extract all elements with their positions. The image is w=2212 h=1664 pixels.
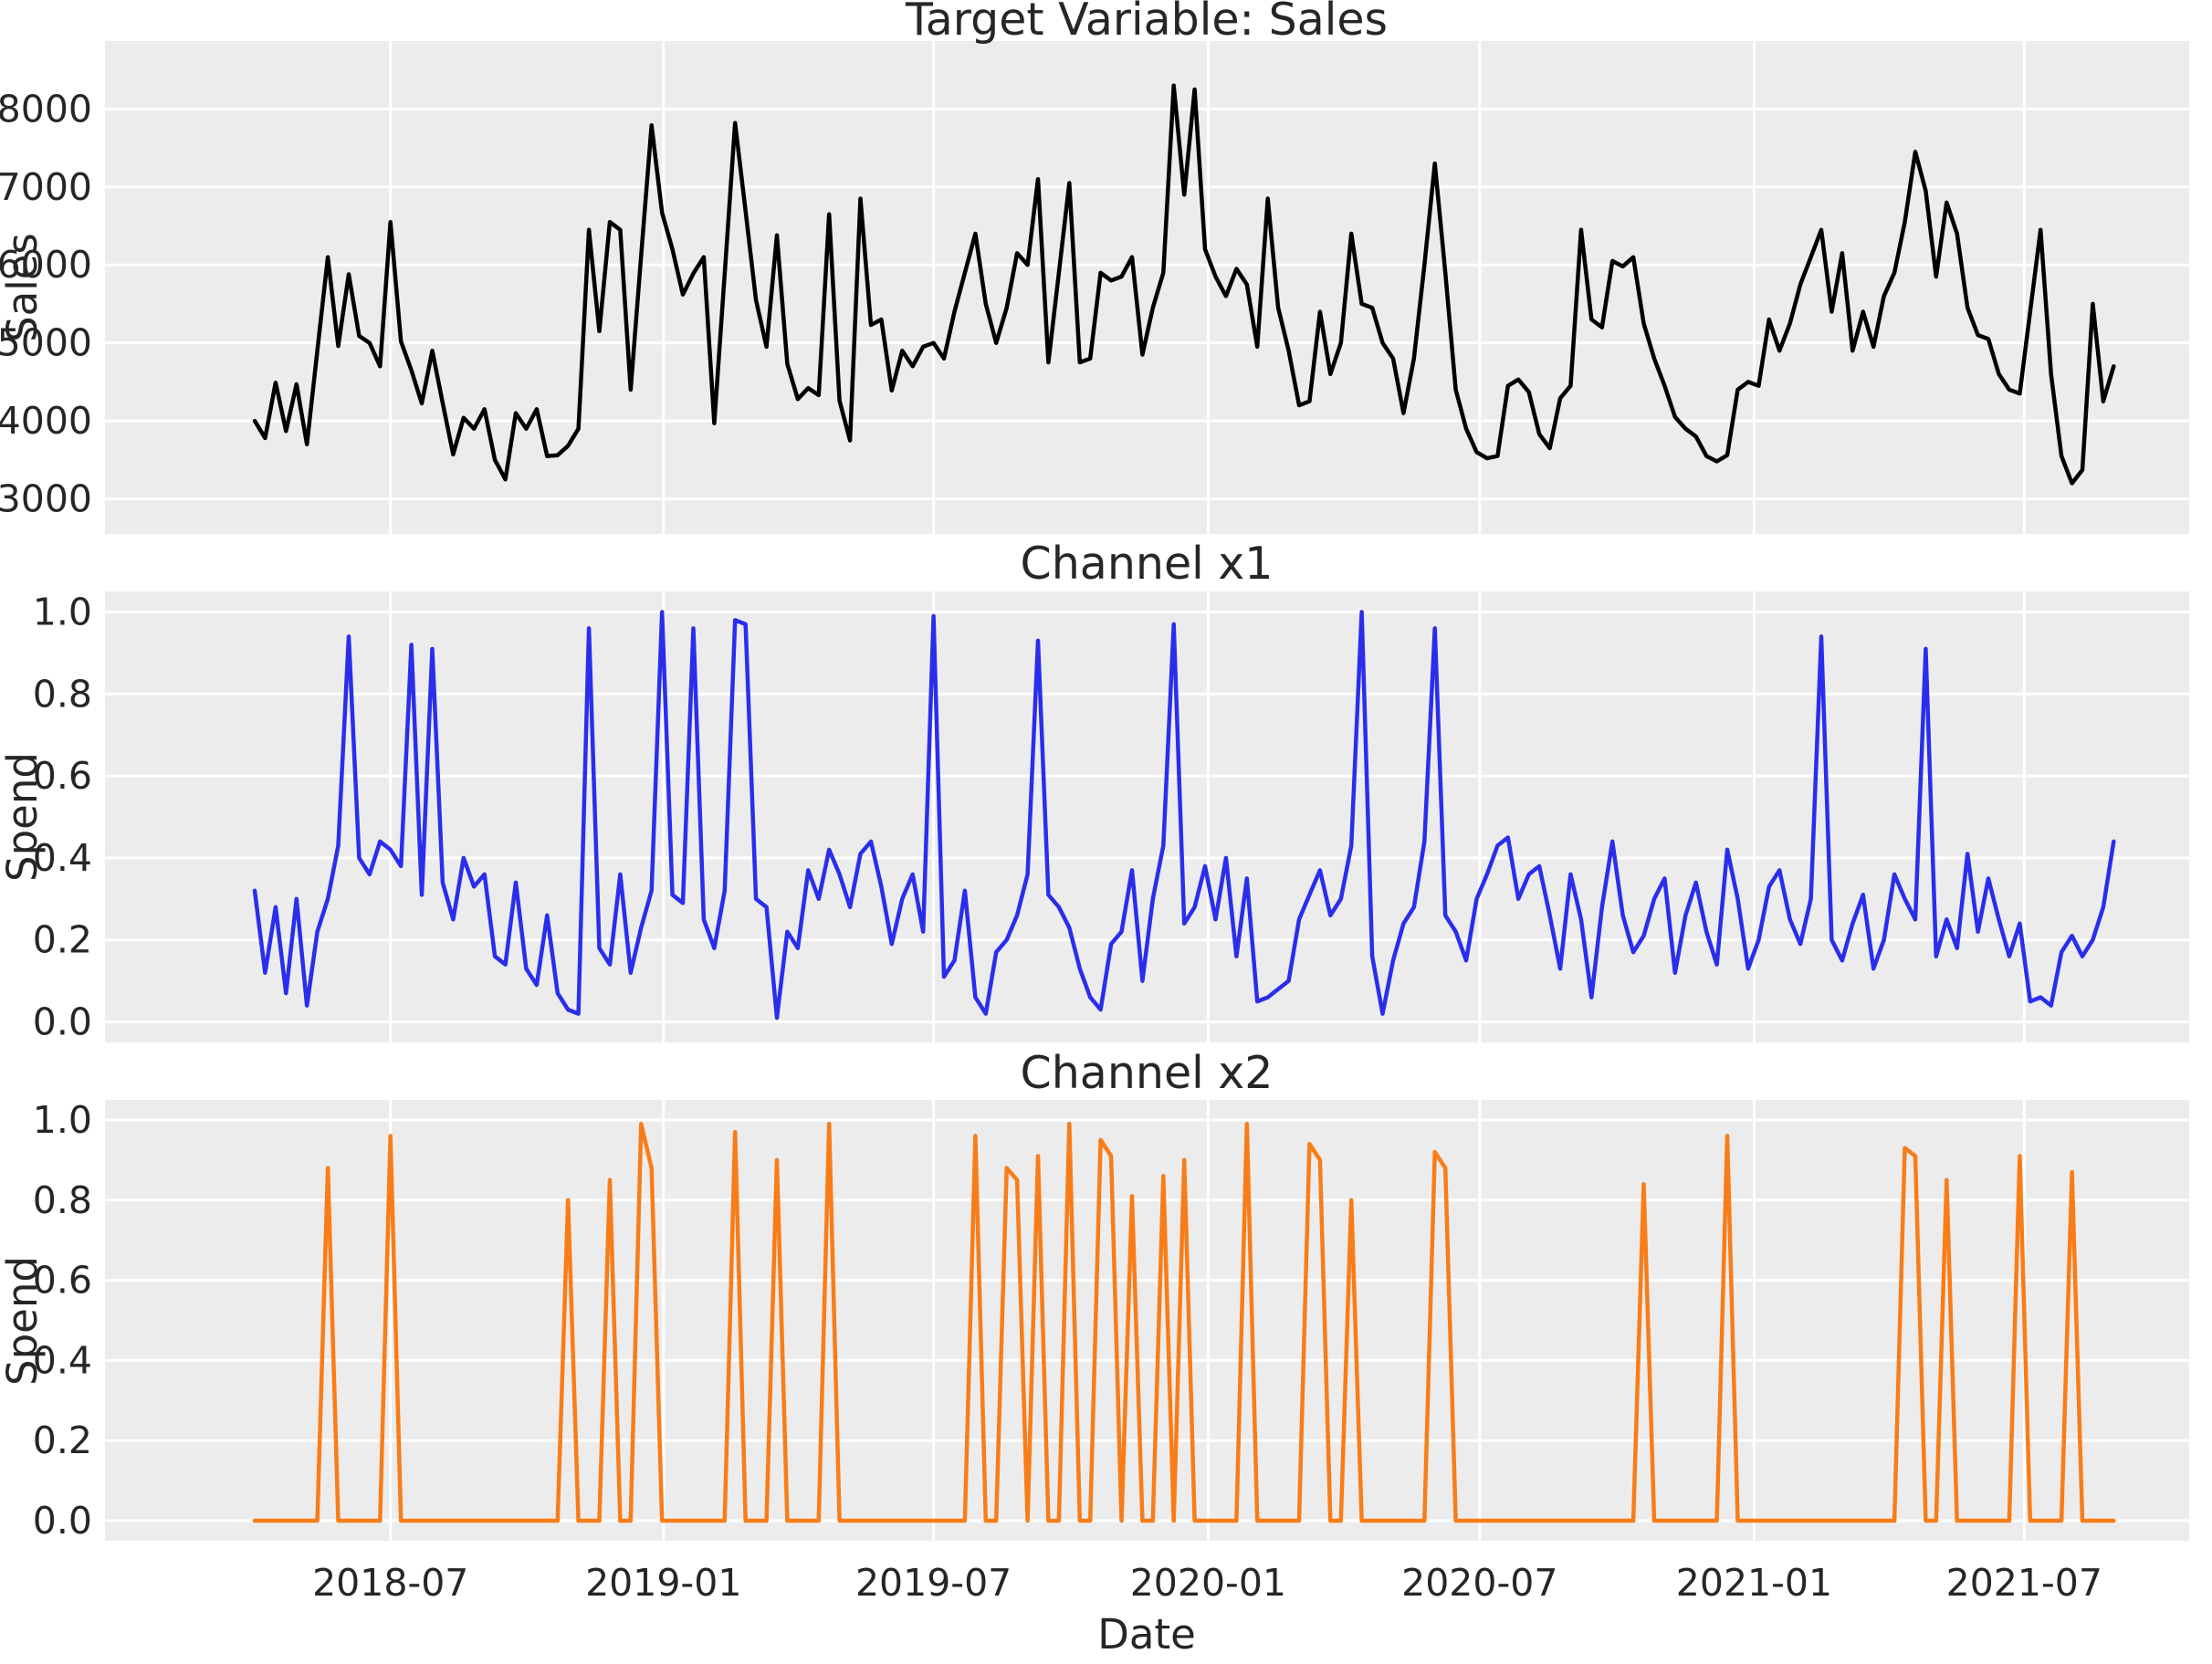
panel-x1-title: Channel x1: [1021, 538, 1274, 590]
panel-channel-x2: 0.0 0.2 0.4 0.6 0.8 1.0: [33, 1098, 2189, 1543]
x1-line: [252, 610, 2116, 1020]
panel-channel-x1: 0.0 0.2 0.4 0.6 0.8 1.0: [33, 590, 2189, 1044]
panel-background: [105, 591, 2189, 1042]
y-tick-label: 8000: [0, 87, 92, 131]
y-tick-label: 7000: [0, 165, 92, 209]
x-tick-label: 2020-07: [1401, 1561, 1557, 1605]
x-tick-label: 2020-01: [1130, 1561, 1286, 1605]
panel-sales: 3000 4000 5000 6000 7000 8000: [0, 41, 2189, 534]
y-tick-label: 3000: [0, 477, 92, 521]
x-tick-label: 2021-01: [1676, 1561, 1832, 1605]
panel-background: [105, 1100, 2189, 1541]
x-axis-tick-labels: 2018-07 2019-01 2019-07 2020-01 2020-07 2021-…: [312, 1561, 2102, 1605]
x-tick-label: 2019-01: [585, 1561, 741, 1605]
y-tick-label: 0.2: [33, 1418, 92, 1462]
sales-line: [252, 83, 2116, 486]
y-tick-label: 0.2: [33, 918, 92, 962]
x2-line: [252, 1122, 2116, 1523]
y-tick-label: 0.0: [33, 1499, 92, 1543]
date-xlabel: Date: [1097, 1610, 1196, 1659]
x-tick-label: 2019-07: [855, 1561, 1012, 1605]
panel-x2-title: Channel x2: [1021, 1047, 1274, 1099]
sales-ylabel: Sales: [0, 233, 47, 342]
x-tick-label: 2021-07: [1946, 1561, 2102, 1605]
x-tick-label: 2018-07: [312, 1561, 468, 1605]
x2-ylabel: Spend: [0, 1256, 47, 1386]
y-tick-label: 0.6: [33, 1259, 92, 1303]
y-tick-label: 0.4: [33, 1338, 92, 1382]
y-tick-label: 5000: [0, 321, 92, 365]
y-tick-label: 0.0: [33, 1000, 92, 1044]
panel-background: [105, 41, 2189, 534]
x1-ylabel: Spend: [0, 752, 47, 882]
y-tick-label: 6000: [0, 243, 92, 287]
y-tick-label: 4000: [0, 399, 92, 443]
y-tick-label: 1.0: [33, 1098, 92, 1142]
y-tick-label: 1.0: [33, 590, 92, 633]
y-tick-label: 0.8: [33, 672, 92, 716]
panel-sales-title: Target Variable: Sales: [905, 0, 1388, 46]
y-tick-label: 0.6: [33, 754, 92, 798]
y-tick-label: 0.8: [33, 1178, 92, 1222]
y-tick-label: 0.4: [33, 836, 92, 880]
